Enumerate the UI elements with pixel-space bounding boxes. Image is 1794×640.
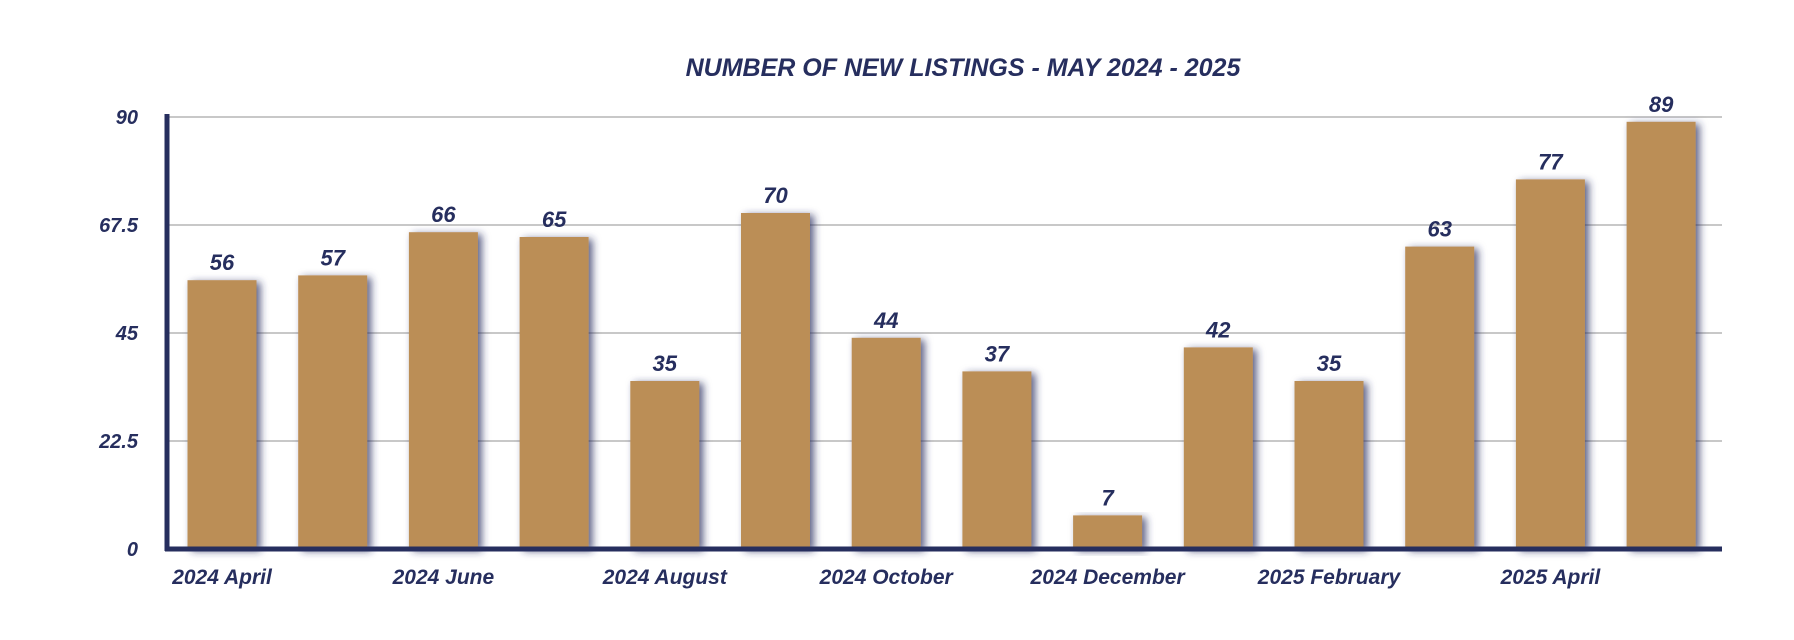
y-tick-label: 45 (115, 323, 139, 345)
bars (187, 121, 1696, 550)
data-label: 37 (985, 341, 1011, 366)
x-tick-label: 2024 December (1030, 566, 1187, 589)
bar (1294, 381, 1364, 549)
data-label: 56 (210, 250, 235, 275)
data-label: 89 (1649, 92, 1674, 117)
bar (1515, 179, 1585, 549)
x-tick-label: 2025 April (1500, 566, 1602, 589)
x-tick-label: 2025 February (1257, 566, 1402, 589)
y-axis-ticks: 0 22.5 45 67.5 90 (98, 107, 139, 561)
x-tick-label: 2024 June (392, 566, 495, 589)
data-label: 66 (431, 202, 456, 227)
bar (187, 280, 257, 549)
bar (1073, 515, 1143, 549)
bar (1405, 246, 1475, 549)
data-label: 44 (873, 308, 898, 333)
gridlines (167, 116, 1722, 442)
data-label: 35 (1317, 351, 1342, 376)
bar (519, 237, 589, 549)
data-label: 65 (542, 207, 567, 232)
bar (851, 337, 921, 549)
bar (630, 381, 700, 549)
y-tick-label: 0 (127, 539, 138, 561)
data-label: 63 (1427, 217, 1451, 242)
y-tick-label: 67.5 (99, 215, 139, 237)
x-tick-label: 2024 April (171, 566, 273, 589)
bar (298, 275, 368, 549)
y-tick-label: 22.5 (98, 431, 139, 453)
data-label: 70 (763, 183, 788, 208)
x-tick-label: 2024 October (819, 566, 955, 589)
data-labels: 56 57 66 65 35 70 44 37 7 42 35 63 77 89 (210, 92, 1674, 511)
y-tick-label: 90 (116, 107, 138, 129)
data-label: 35 (653, 351, 678, 376)
data-label: 77 (1538, 149, 1564, 174)
chart-title: NUMBER OF NEW LISTINGS - MAY 2024 - 2025 (686, 54, 1242, 82)
bar (1183, 347, 1253, 549)
bar (741, 213, 810, 549)
data-label: 42 (1205, 317, 1231, 342)
bar (408, 232, 478, 549)
x-tick-label: 2024 August (602, 566, 728, 589)
data-label: 7 (1101, 485, 1115, 510)
bar (1626, 121, 1696, 550)
bar (962, 371, 1032, 549)
x-axis-ticks: 2024 April 2024 June 2024 August 2024 Octob… (171, 566, 1601, 589)
data-label: 57 (320, 245, 346, 270)
axes (164, 114, 1722, 552)
